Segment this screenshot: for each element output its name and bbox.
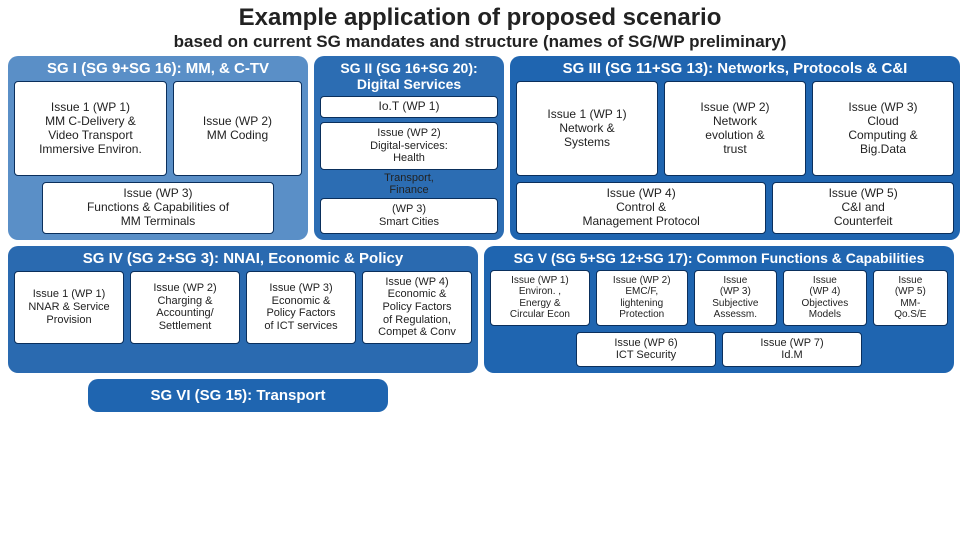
- sg5-box-wp6: Issue (WP 6)ICT Security: [576, 332, 716, 367]
- sg5-header: SG V (SG 5+SG 12+SG 17): Common Function…: [492, 250, 946, 266]
- sg2-header: SG II (SG 16+SG 20):Digital Services: [322, 60, 496, 92]
- sg5-box-wp7: Issue (WP 7)Id.M: [722, 332, 862, 367]
- sg3-box-wp3: Issue (WP 3)CloudComputing &Big.Data: [812, 81, 954, 176]
- sg5-box-wp3: Issue(WP 3)SubjectiveAssessm.: [694, 270, 778, 326]
- top-grid: SG I (SG 9+SG 16): MM, & C-TV Issue 1 (W…: [0, 56, 960, 240]
- sg5-box-wp1: Issue (WP 1)Environ. ,Energy &Circular E…: [490, 270, 590, 326]
- sg4-header: SG IV (SG 2+SG 3): NNAI, Economic & Poli…: [16, 250, 470, 267]
- sg1-header: SG I (SG 9+SG 16): MM, & C-TV: [16, 60, 300, 77]
- sg5-box-wp4: Issue(WP 4)ObjectivesModels: [783, 270, 867, 326]
- sg1-box-wp2: Issue (WP 2)MM Coding: [173, 81, 302, 176]
- sg3-header: SG III (SG 11+SG 13): Networks, Protocol…: [518, 60, 952, 77]
- sg2-box-wp3: (WP 3)Smart Cities: [320, 198, 498, 233]
- sg2-box-wp2: Issue (WP 2)Digital-services:Health: [320, 122, 498, 170]
- sg3-box-wp2: Issue (WP 2)Networkevolution &trust: [664, 81, 806, 176]
- sg2-text-transport-finance: Transport,Finance: [320, 172, 498, 196]
- sg1-box-wp3: Issue (WP 3)Functions & Capabilities ofM…: [42, 182, 274, 233]
- bottom-grid: SG VI (SG 15): Transport: [0, 373, 960, 412]
- panel-sg3: SG III (SG 11+SG 13): Networks, Protocol…: [510, 56, 960, 240]
- sg4-box-wp2: Issue (WP 2)Charging &Accounting/Settlem…: [130, 271, 240, 344]
- panel-sg4: SG IV (SG 2+SG 3): NNAI, Economic & Poli…: [8, 246, 478, 373]
- sg3-box-wp1: Issue 1 (WP 1)Network &Systems: [516, 81, 658, 176]
- panel-sg5: SG V (SG 5+SG 12+SG 17): Common Function…: [484, 246, 954, 373]
- sg1-box-wp1: Issue 1 (WP 1)MM C-Delivery &Video Trans…: [14, 81, 167, 176]
- page-title: Example application of proposed scenario: [0, 4, 960, 32]
- sg6-header: SG VI (SG 15): Transport: [96, 387, 380, 404]
- sg5-box-wp5: Issue(WP 5)MM-Qo.S/E: [873, 270, 948, 326]
- panel-sg1: SG I (SG 9+SG 16): MM, & C-TV Issue 1 (W…: [8, 56, 308, 240]
- sg3-box-wp4: Issue (WP 4)Control &Management Protocol: [516, 182, 766, 233]
- sg2-box-iot: Io.T (WP 1): [320, 96, 498, 118]
- sg4-box-wp3: Issue (WP 3)Economic &Policy Factorsof I…: [246, 271, 356, 344]
- panel-sg2: SG II (SG 16+SG 20):Digital Services Io.…: [314, 56, 504, 240]
- sg5-box-wp2: Issue (WP 2)EMC/F,lighteningProtection: [596, 270, 688, 326]
- page-subtitle: based on current SG mandates and structu…: [0, 32, 960, 52]
- panel-sg6: SG VI (SG 15): Transport: [88, 379, 388, 412]
- sg4-box-wp1: Issue 1 (WP 1)NNAR & ServiceProvision: [14, 271, 124, 344]
- sg4-box-wp4: Issue (WP 4)Economic &Policy Factorsof R…: [362, 271, 472, 344]
- mid-grid: SG IV (SG 2+SG 3): NNAI, Economic & Poli…: [0, 240, 960, 373]
- sg3-box-wp5: Issue (WP 5)C&I andCounterfeit: [772, 182, 954, 233]
